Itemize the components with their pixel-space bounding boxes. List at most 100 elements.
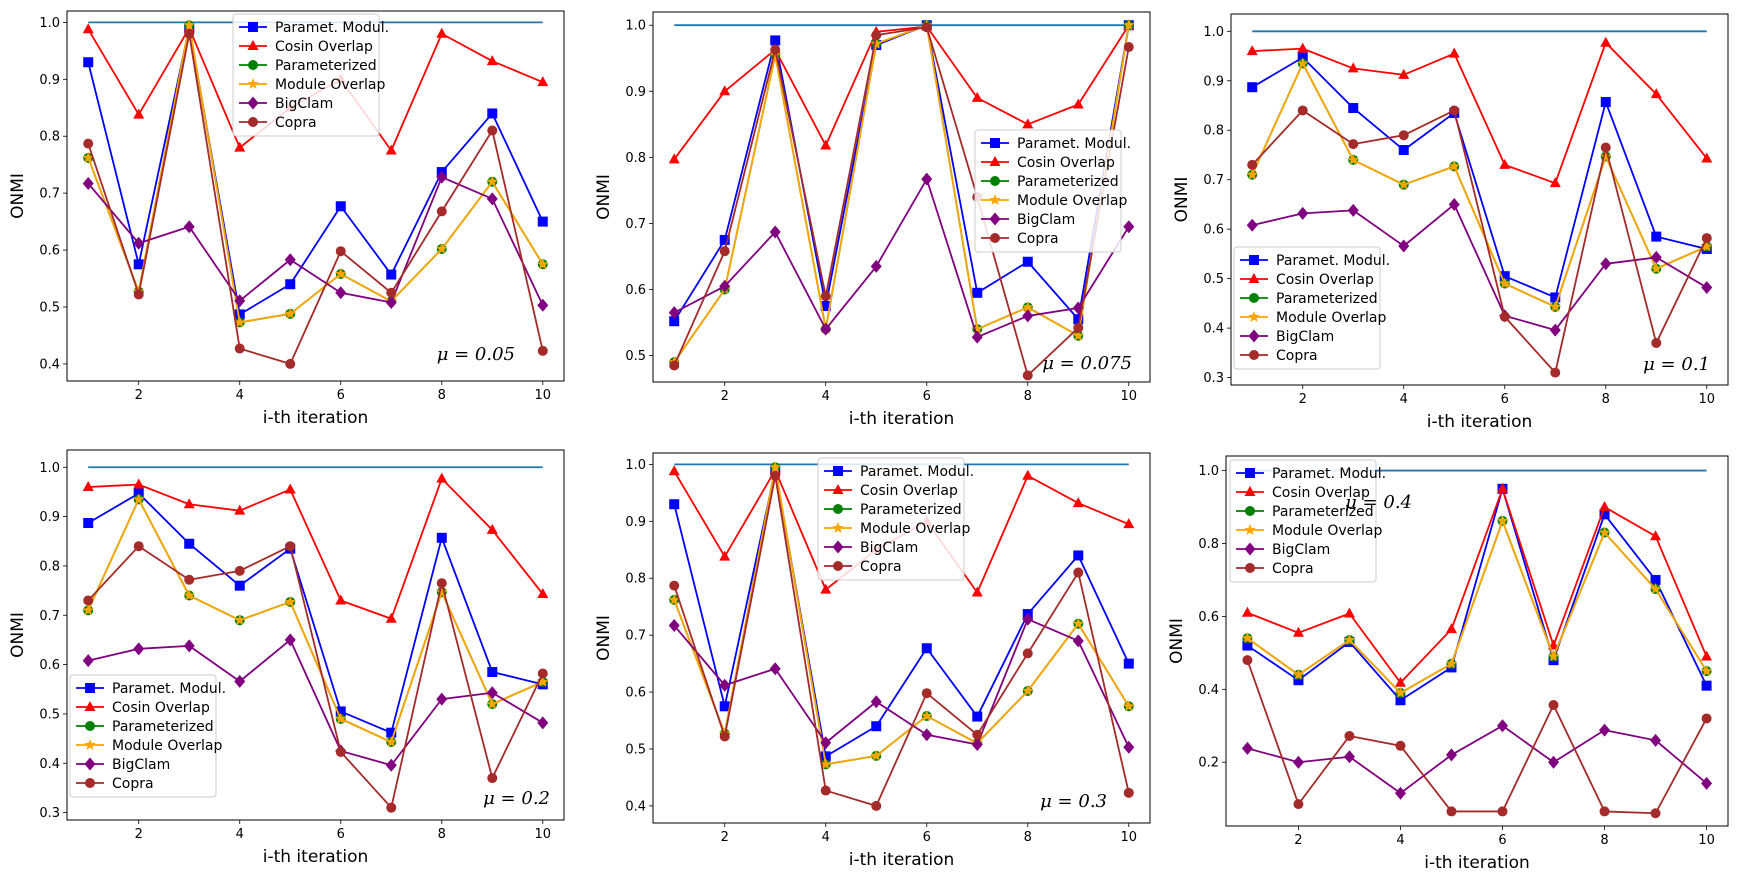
y-tick-label: 0.4 — [625, 799, 646, 814]
legend-label: Module Overlap — [275, 77, 386, 93]
series-line-cosin-overlap — [1252, 41, 1708, 185]
legend-swatch-marker — [989, 156, 1001, 166]
y-tick-label: 0.5 — [39, 707, 60, 722]
legend-swatch-marker — [247, 96, 259, 110]
data-point-copra — [921, 688, 932, 699]
legend-box — [1233, 246, 1381, 370]
series-line-bigclam — [87, 176, 544, 306]
series-bigclam — [668, 172, 1135, 344]
legend-item-cosin-overlap: Cosin Overlap — [824, 483, 958, 499]
data-point-module-overlap — [1398, 178, 1410, 190]
x-tick-label: 8 — [1602, 392, 1610, 407]
data-point-cosin-overlap — [82, 23, 94, 34]
data-point-copra — [537, 345, 548, 356]
data-point-copra — [719, 246, 730, 257]
data-point-copra — [285, 541, 296, 552]
data-point-paramet-modul — [972, 287, 983, 298]
legend-item-copra: Copra — [239, 115, 317, 131]
data-point-paramet-modul — [83, 518, 94, 529]
legend-label: Module Overlap — [1017, 193, 1128, 209]
legend-swatch-marker — [1248, 329, 1260, 343]
data-point-copra — [770, 470, 781, 481]
series-line-module-overlap — [673, 24, 1130, 363]
legend: Paramet. Modul. Cosin Overlap Parameterize… — [817, 457, 974, 581]
data-point-bigclam — [820, 322, 832, 336]
y-tick-label: 1.0 — [39, 16, 60, 31]
data-point-paramet-modul — [487, 108, 498, 119]
data-point-module-overlap — [1292, 668, 1305, 680]
legend-label: Paramet. Modul. — [860, 464, 974, 480]
y-tick-label: 0.5 — [625, 349, 646, 364]
x-tick-label: 6 — [1498, 833, 1506, 848]
series-line-cosin-overlap — [673, 24, 1130, 160]
data-point-module-overlap — [133, 493, 145, 505]
series-line-bigclam — [673, 178, 1130, 338]
data-point-cosin-overlap — [820, 583, 832, 594]
legend-label: BigClam — [1272, 542, 1330, 558]
data-point-cosin-overlap — [1292, 626, 1304, 637]
data-point-bigclam — [1123, 740, 1135, 754]
data-point-bigclam — [1022, 612, 1034, 626]
y-axis-title: ONMI — [1172, 177, 1192, 223]
data-point-module-overlap — [1072, 329, 1084, 341]
series-copra — [1247, 105, 1712, 378]
data-point-copra — [1701, 233, 1712, 244]
legend-label: BigClam — [860, 540, 918, 556]
legend-item-paramet-modul: Paramet. Modul. — [239, 20, 389, 36]
x-tick-label: 2 — [1299, 392, 1307, 407]
y-tick-label: 0.6 — [625, 283, 646, 298]
legend-swatch-marker — [84, 739, 96, 750]
legend-swatch-marker — [248, 22, 258, 32]
data-point-copra — [770, 44, 781, 55]
data-point-copra — [133, 289, 144, 300]
legend-item-cosin-overlap: Cosin Overlap — [1236, 485, 1370, 501]
data-point-bigclam — [1701, 776, 1713, 790]
data-point-paramet-modul — [1348, 102, 1359, 113]
data-point-paramet-modul — [820, 301, 831, 312]
data-point-cosin-overlap — [284, 483, 296, 494]
data-point-copra — [1123, 42, 1134, 53]
data-point-copra — [335, 746, 346, 757]
data-point-paramet-modul — [719, 234, 730, 245]
legend-swatch-marker — [1249, 350, 1259, 360]
series-line-module-overlap — [1251, 62, 1708, 308]
y-axis-title: ONMI — [1167, 618, 1187, 664]
data-point-copra — [1395, 740, 1406, 751]
data-point-module-overlap — [335, 267, 347, 279]
y-tick-label: 0.9 — [625, 515, 646, 530]
legend-label: Paramet. Modul. — [275, 20, 389, 36]
series-module-overlap — [1246, 57, 1713, 312]
data-point-module-overlap — [436, 586, 448, 597]
data-point-paramet-modul — [1550, 292, 1561, 303]
data-point-bigclam — [668, 618, 680, 632]
data-point-copra — [386, 287, 397, 298]
x-tick-label: 6 — [337, 388, 345, 403]
data-point-copra — [1022, 370, 1033, 381]
data-point-paramet-modul — [1395, 695, 1406, 706]
legend-swatch-marker — [247, 78, 259, 89]
data-point-bigclam — [870, 259, 882, 273]
legend-swatch-marker — [1245, 506, 1255, 516]
series-line-copra — [87, 545, 544, 809]
data-point-copra — [1449, 105, 1460, 116]
y-tick-label: 0.8 — [39, 130, 60, 145]
data-point-bigclam — [486, 192, 498, 206]
series-line-paramet-modul — [1251, 56, 1708, 299]
data-point-module-overlap — [1297, 57, 1309, 69]
data-point-module-overlap — [971, 323, 983, 334]
y-tick-label: 0.8 — [625, 151, 646, 166]
data-point-cosin-overlap — [820, 139, 832, 150]
data-point-bigclam — [820, 736, 832, 750]
data-point-cosin-overlap — [1072, 497, 1084, 508]
data-point-paramet-modul — [133, 259, 144, 270]
data-point-bigclam — [1701, 281, 1713, 295]
data-point-copra — [285, 358, 296, 369]
legend-swatch-marker — [1248, 273, 1260, 283]
data-point-bigclam — [1398, 239, 1410, 253]
legend-item-parameterized: Parameterized — [981, 174, 1119, 190]
legend-label: Copra — [112, 776, 154, 792]
legend-swatch-marker — [84, 701, 96, 711]
data-point-module-overlap — [1072, 617, 1084, 629]
legend-item-module-overlap: Module Overlap — [239, 77, 386, 93]
chart-panel-6: 2 4 6 8 10 0.2 0.4 0.6 0.8 1.0 i-th iteration ONMI P… — [1167, 455, 1729, 873]
